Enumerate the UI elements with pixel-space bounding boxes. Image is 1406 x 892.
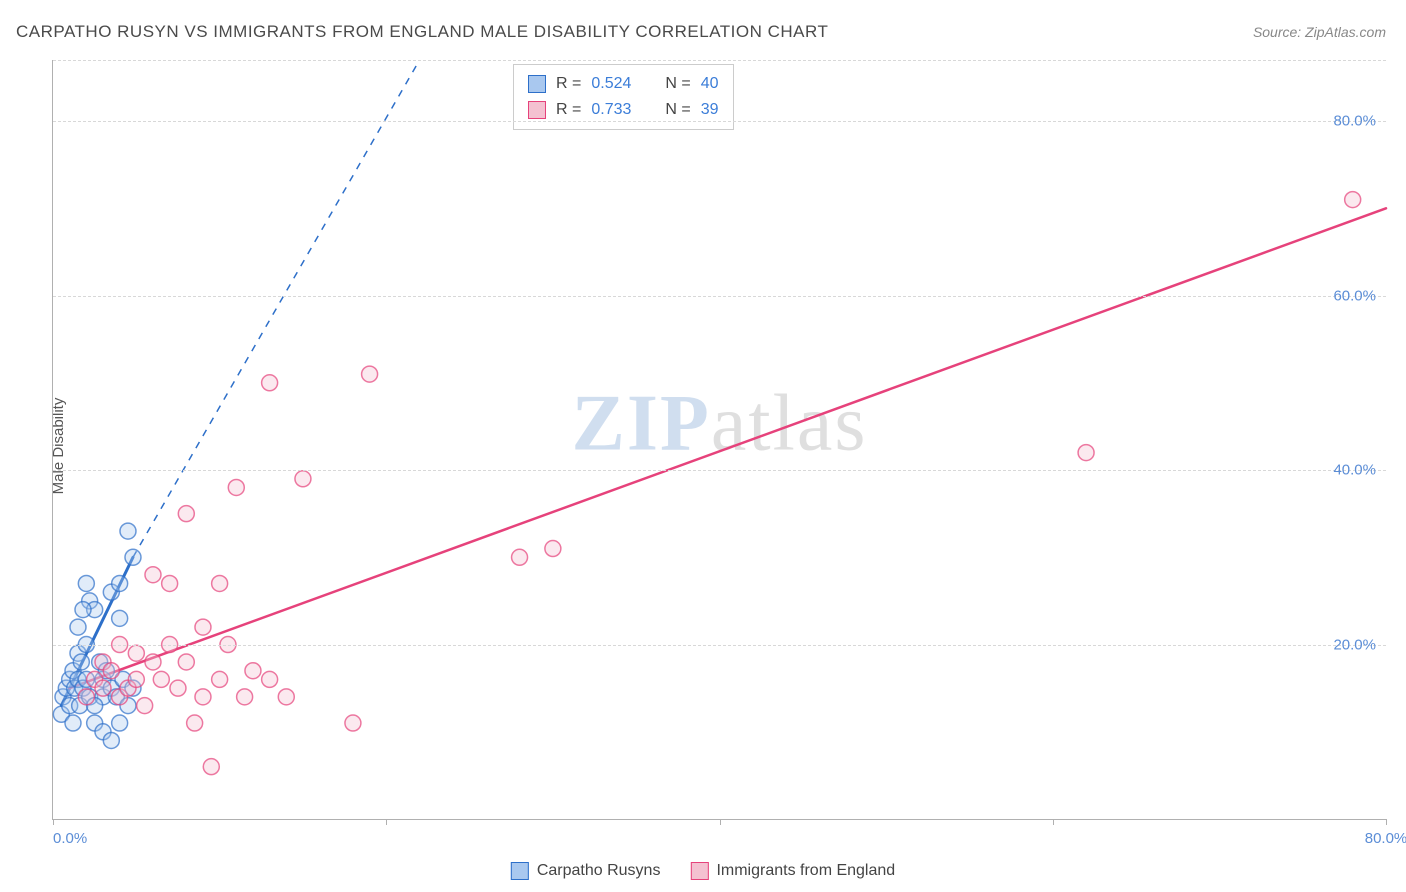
data-point: [112, 610, 128, 626]
y-tick-label: 60.0%: [1333, 287, 1376, 304]
data-point: [345, 715, 361, 731]
r-value: 0.733: [591, 97, 631, 123]
data-point: [545, 541, 561, 557]
bottom-legend: Carpatho Rusyns Immigrants from England: [511, 862, 895, 880]
data-point: [187, 715, 203, 731]
x-tick-label: 0.0%: [53, 830, 87, 847]
x-tick: [1386, 819, 1387, 825]
x-tick: [720, 819, 721, 825]
data-point: [112, 715, 128, 731]
stats-row: R = 0.733 N = 39: [528, 97, 719, 123]
gridline-h: [53, 470, 1386, 471]
data-point: [228, 479, 244, 495]
y-tick-label: 80.0%: [1333, 113, 1376, 130]
data-point: [78, 575, 94, 591]
data-point: [178, 506, 194, 522]
n-label: N =: [665, 97, 690, 123]
legend-item: Immigrants from England: [690, 862, 895, 880]
data-point: [78, 689, 94, 705]
data-point: [1345, 192, 1361, 208]
data-point: [65, 715, 81, 731]
series-swatch: [528, 75, 546, 93]
data-point: [145, 567, 161, 583]
data-point: [70, 619, 86, 635]
x-tick: [53, 819, 54, 825]
data-point: [125, 549, 141, 565]
n-label: N =: [665, 71, 690, 97]
data-point: [103, 663, 119, 679]
chart-title: CARPATHO RUSYN VS IMMIGRANTS FROM ENGLAN…: [16, 22, 828, 42]
data-point: [128, 671, 144, 687]
trend-line-extension: [133, 60, 420, 557]
legend-item: Carpatho Rusyns: [511, 862, 661, 880]
data-point: [362, 366, 378, 382]
data-point: [153, 671, 169, 687]
y-tick-label: 40.0%: [1333, 462, 1376, 479]
r-label: R =: [556, 97, 581, 123]
data-point: [195, 619, 211, 635]
gridline-h: [53, 645, 1386, 646]
r-label: R =: [556, 71, 581, 97]
data-point: [245, 663, 261, 679]
legend-label: Carpatho Rusyns: [537, 862, 661, 880]
n-value: 39: [701, 97, 719, 123]
data-point: [120, 523, 136, 539]
y-tick-label: 20.0%: [1333, 636, 1376, 653]
data-point: [112, 575, 128, 591]
data-point: [262, 671, 278, 687]
data-point: [1078, 445, 1094, 461]
data-point: [145, 654, 161, 670]
data-point: [162, 575, 178, 591]
series-swatch: [528, 101, 546, 119]
data-point: [137, 698, 153, 714]
r-value: 0.524: [591, 71, 631, 97]
data-point: [278, 689, 294, 705]
x-tick: [386, 819, 387, 825]
legend-label: Immigrants from England: [716, 862, 895, 880]
data-point: [73, 654, 89, 670]
data-point: [103, 732, 119, 748]
data-point: [262, 375, 278, 391]
x-tick: [1053, 819, 1054, 825]
trend-line: [70, 208, 1386, 688]
data-point: [212, 575, 228, 591]
source-attribution: Source: ZipAtlas.com: [1253, 24, 1386, 40]
n-value: 40: [701, 71, 719, 97]
data-point: [95, 680, 111, 696]
series-swatch: [690, 862, 708, 880]
data-point: [212, 671, 228, 687]
data-point: [178, 654, 194, 670]
series-swatch: [511, 862, 529, 880]
data-point: [195, 689, 211, 705]
data-point: [203, 759, 219, 775]
data-point: [75, 602, 91, 618]
data-point: [170, 680, 186, 696]
plot-svg: [53, 60, 1386, 819]
gridline-h: [53, 121, 1386, 122]
data-point: [295, 471, 311, 487]
data-point: [512, 549, 528, 565]
x-tick-label: 80.0%: [1365, 830, 1406, 847]
data-point: [128, 645, 144, 661]
gridline-h: [53, 60, 1386, 61]
gridline-h: [53, 296, 1386, 297]
plot-area: ZIPatlas R =0.524N =40R =0.733N =39 20.0…: [52, 60, 1386, 820]
stats-row: R = 0.524 N = 40: [528, 71, 719, 97]
data-point: [237, 689, 253, 705]
